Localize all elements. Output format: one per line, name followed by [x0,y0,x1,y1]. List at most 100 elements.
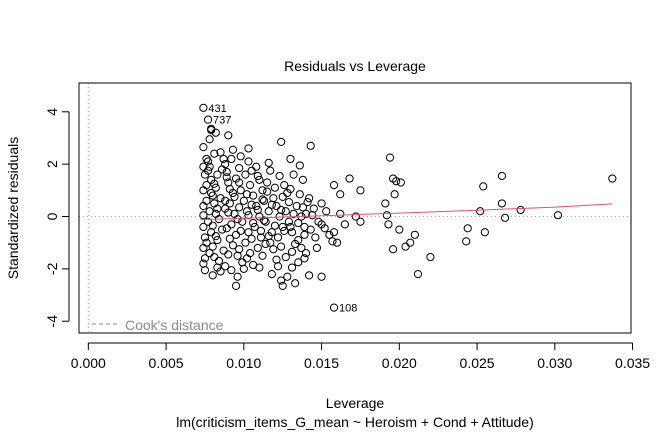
data-point [306,225,315,234]
data-point [410,230,419,239]
data-point [286,154,295,164]
data-point [235,245,244,254]
data-point [356,217,365,226]
data-point [291,279,300,288]
data-point [236,226,245,236]
data-point [320,224,329,233]
data-point [280,180,289,190]
outlier-label: 431 [208,103,226,115]
data-point [266,166,275,175]
legend: Cook's distance [92,317,224,333]
data-point [270,221,280,230]
data-point [219,154,228,164]
data-point [388,245,398,254]
data-point [308,211,317,220]
data-point [497,199,507,208]
data-point [259,196,269,205]
data-point [317,272,326,281]
data-point [247,200,256,209]
data-point [199,222,208,232]
data-point [219,246,228,255]
data-point [406,238,415,247]
data-point [270,183,280,192]
data-point [200,254,210,263]
data-point [217,225,227,234]
data-point [231,281,241,290]
x-tick-label: 0.015 [304,355,339,371]
data-point [249,260,258,270]
data-point [200,266,210,275]
data-point [303,198,312,207]
data-point [269,245,278,254]
outlier-point [329,303,339,312]
data-point [277,205,286,215]
data-point [252,201,261,211]
data-point [217,165,227,174]
data-point [401,242,410,251]
data-point [336,209,345,218]
data-point [382,211,391,220]
data-point [245,249,255,258]
data-point [244,228,253,237]
data-point [250,222,259,232]
data-point [242,190,252,199]
data-point [283,272,292,281]
data-point [298,203,308,212]
data-point [222,167,231,177]
data-point [351,212,360,221]
data-point [263,178,272,187]
data-point [395,225,404,234]
chart-title: Residuals vs Leverage [284,58,426,74]
data-point [249,191,258,200]
data-point [325,230,334,239]
data-point [214,256,224,266]
data-point [263,187,272,196]
data-point [295,190,304,199]
data-point [241,238,250,247]
data-point [210,149,219,158]
data-point [553,211,563,220]
data-point [216,194,225,203]
data-point [390,190,399,199]
y-axis: 4 2 0 -2 -4 [44,108,70,328]
x-axis: 0.000 0.005 0.010 0.015 0.020 0.025 0.030 0.035 [71,342,650,371]
data-point [278,222,287,232]
data-point [227,220,236,229]
y-tick-label: -4 [44,315,60,328]
data-point [289,209,298,218]
data-point [294,258,303,267]
data-point [278,192,287,201]
data-point [309,204,318,213]
y-axis-label: Standardized residuals [5,137,21,279]
plot-frame [78,82,632,334]
data-point [297,243,306,253]
data-point [199,243,208,253]
x-tick-label: 0.020 [382,355,417,371]
data-point [396,178,405,187]
data-point [280,226,289,236]
data-point [317,199,326,208]
data-point [207,188,216,198]
x-tick-label: 0.035 [615,355,650,371]
data-point [256,233,266,242]
data-point [211,128,220,137]
data-point [210,179,219,188]
data-point [462,237,471,246]
chart-subtitle: lm(criticism_items_G_mean ~ Heroism + Co… [176,414,534,430]
data-point [305,194,314,203]
data-point [286,184,295,194]
data-points [199,124,617,290]
data-point [413,269,423,279]
data-point [211,183,220,192]
data-point [216,148,225,157]
data-point [314,217,323,226]
x-tick-label: 0.030 [537,355,572,371]
data-point [476,207,485,216]
data-point [199,143,208,152]
data-point [608,174,617,183]
data-point [295,161,304,170]
data-point [221,196,230,205]
data-point [345,174,354,183]
data-point [247,234,256,243]
